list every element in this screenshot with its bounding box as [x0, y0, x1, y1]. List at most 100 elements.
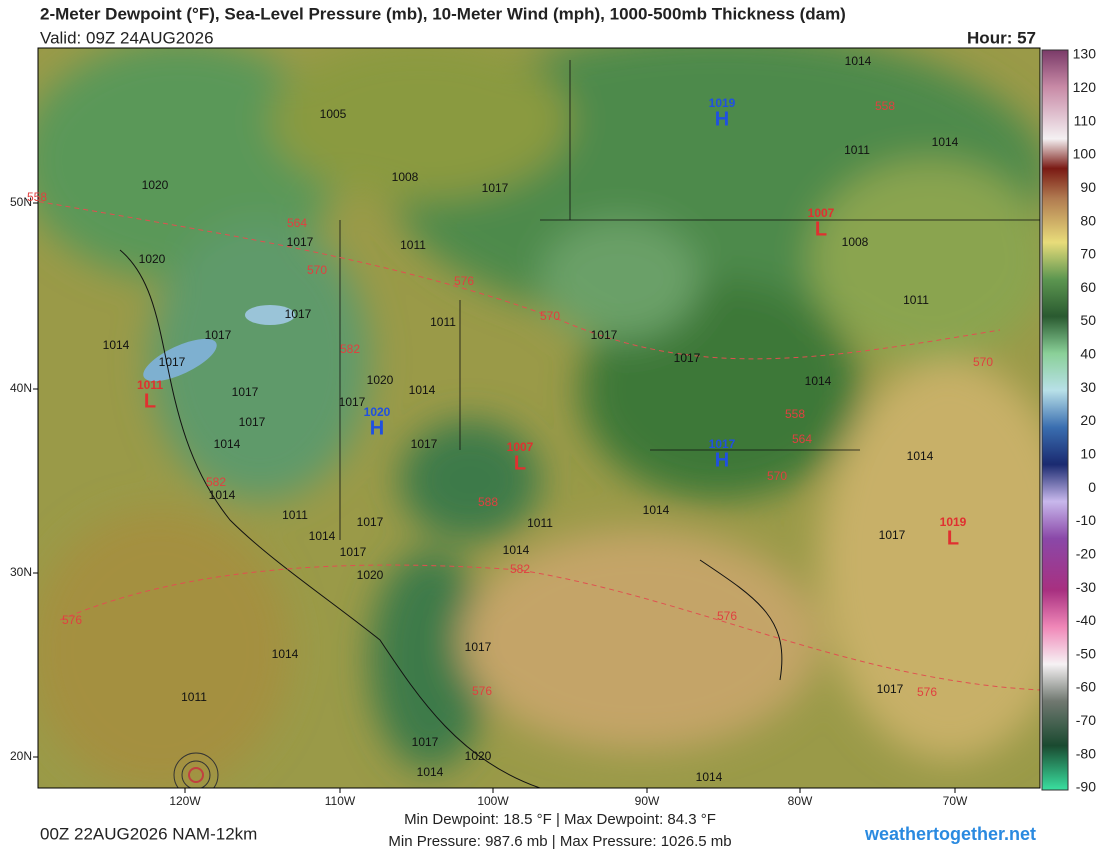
colorbar-tick-label: 50: [1080, 312, 1096, 328]
thickness-label: 570: [767, 469, 787, 483]
isobar-label: 1017: [232, 385, 259, 399]
isobar-label: 1008: [392, 170, 419, 184]
colorbar-tick-label: -50: [1076, 645, 1096, 661]
thickness-label: 558: [27, 190, 47, 204]
isobar-label: 1017: [411, 437, 438, 451]
isobar-label: 1014: [309, 529, 336, 543]
colorbar-tick-label: -70: [1076, 712, 1096, 728]
thickness-label: 558: [875, 99, 895, 113]
colorbar-tick-label: 80: [1080, 212, 1096, 228]
isobar-label: 1014: [696, 770, 723, 784]
colorbar-tick-label: -30: [1076, 579, 1096, 595]
isobar-label: 1017: [877, 682, 904, 696]
isobar-label: 1014: [103, 338, 130, 352]
isobar-label: 1017: [591, 328, 618, 342]
colorbar-tick-label: 60: [1080, 279, 1096, 295]
isobar-label: 1017: [159, 355, 186, 369]
isobar-label: 1017: [357, 515, 384, 529]
site-name: weathertogether.net: [864, 824, 1036, 844]
center-letter: H: [715, 108, 729, 130]
isobar-label: 1011: [400, 238, 426, 252]
isobar-label: 1014: [907, 449, 934, 463]
colorbar-tick-label: -40: [1076, 612, 1096, 628]
isobar-label: 1011: [282, 508, 308, 522]
lat-label: 50N: [10, 195, 32, 209]
map-field: [38, 48, 1040, 788]
colorbar-tick-label: 120: [1073, 79, 1097, 95]
lat-label: 40N: [10, 381, 32, 395]
isobar-label: 1008: [842, 235, 869, 249]
thickness-label: 564: [287, 216, 307, 230]
center-value: 1007: [808, 206, 835, 220]
valid-time: Valid: 09Z 24AUG2026: [40, 28, 214, 47]
center-letter: L: [144, 390, 156, 412]
isobar-label: 1020: [465, 749, 492, 763]
forecast-hour: Hour: 57: [967, 28, 1036, 47]
isobar-label: 1014: [272, 647, 299, 661]
isobar-label: 1014: [503, 543, 530, 557]
thickness-label: 564: [792, 432, 812, 446]
thickness-label: 582: [340, 342, 360, 356]
thickness-label: 570: [973, 355, 993, 369]
isobar-label: 1017: [482, 181, 509, 195]
lon-label: 90W: [635, 794, 660, 808]
colorbar-tick-label: -60: [1076, 679, 1096, 695]
colorbar-tick-label: -80: [1076, 745, 1096, 761]
isobar-label: 1014: [845, 54, 872, 68]
center-letter: L: [514, 452, 526, 474]
center-letter: L: [947, 527, 959, 549]
thickness-label: 570: [540, 309, 560, 323]
colorbar-tick-label: -90: [1076, 779, 1096, 795]
lon-label: 120W: [169, 794, 201, 808]
isobar-label: 1011: [527, 516, 553, 530]
colorbar-tick-label: 30: [1080, 379, 1096, 395]
thickness-label: 576: [62, 613, 82, 627]
isobar-label: 1014: [209, 488, 236, 502]
thickness-label: 582: [206, 475, 226, 489]
colorbar-tick-label: 10: [1080, 446, 1096, 462]
isobar-label: 1014: [932, 135, 959, 149]
thickness-label: 570: [307, 263, 327, 277]
colorbar-tick-label: 20: [1080, 412, 1096, 428]
thickness-label: 588: [478, 495, 498, 509]
center-value: 1011: [137, 378, 163, 392]
isobar-label: 1017: [239, 415, 266, 429]
center-letter: H: [370, 417, 384, 439]
center-value: 1019: [940, 515, 967, 529]
colorbar-tick-label: -10: [1076, 512, 1096, 528]
isobar-label: 1020: [139, 252, 166, 266]
lon-label: 70W: [943, 794, 968, 808]
center-letter: H: [715, 449, 729, 471]
isobar-label: 1017: [412, 735, 439, 749]
isobar-label: 1017: [465, 640, 492, 654]
colorbar-tick-label: 40: [1080, 346, 1096, 362]
isobar-label: 1017: [340, 545, 367, 559]
isobar-label: 1017: [674, 351, 701, 365]
colorbar-tick-label: 100: [1073, 146, 1097, 162]
colorbar-tick-label: 130: [1073, 46, 1097, 62]
center-value: 1007: [507, 440, 534, 454]
model-run: 00Z 22AUG2026 NAM-12km: [40, 824, 257, 843]
colorbar: [1041, 49, 1069, 791]
isobar-label: 1014: [417, 765, 444, 779]
isobar-label: 1020: [367, 373, 394, 387]
isobar-label: 1020: [357, 568, 384, 582]
center-value: 1020: [364, 405, 391, 419]
lon-label: 80W: [788, 794, 813, 808]
isobar-label: 1017: [285, 307, 312, 321]
isobar-label: 1014: [805, 374, 832, 388]
isobar-label: 1011: [430, 315, 456, 329]
isobar-label: 1017: [339, 395, 366, 409]
colorbar-tick-label: 110: [1074, 112, 1097, 128]
pressure-range: Min Pressure: 987.6 mb | Max Pressure: 1…: [388, 833, 731, 850]
lat-label: 30N: [10, 565, 32, 579]
isobar-label: 1011: [903, 293, 929, 307]
center-value: 1019: [709, 96, 736, 110]
center-letter: L: [815, 218, 827, 240]
colorbar-tick-label: 90: [1080, 179, 1096, 195]
isobar-label: 1017: [879, 528, 906, 542]
lon-label: 100W: [477, 794, 509, 808]
map-frame: [37, 47, 1041, 789]
isobar-label: 1017: [205, 328, 232, 342]
